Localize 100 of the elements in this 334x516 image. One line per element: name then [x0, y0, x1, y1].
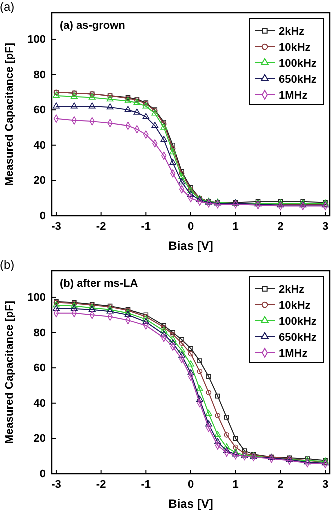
y-tick-label: 0	[40, 210, 46, 223]
point	[198, 358, 202, 364]
point	[188, 190, 194, 197]
x-tick-label: 2	[278, 220, 284, 233]
point	[206, 390, 212, 396]
x-tick-label: -3	[52, 220, 62, 233]
point	[223, 444, 230, 450]
y-tick-label: 20	[34, 433, 46, 446]
point	[188, 369, 194, 376]
legend-label: 1MHz	[279, 348, 308, 360]
point	[179, 355, 185, 364]
point	[216, 394, 220, 399]
point	[178, 352, 186, 358]
x-tick-label: 3	[322, 220, 329, 233]
legend-label: 650kHz	[279, 332, 318, 344]
legend-label: 650kHz	[279, 74, 318, 86]
y-tick-label: 100	[28, 292, 46, 304]
point	[178, 178, 186, 185]
y-tick-label: 40	[34, 398, 46, 410]
legend-label: 1MHz	[279, 90, 308, 102]
y-tick-label: 20	[34, 175, 46, 188]
chart-title: (b)	[0, 258, 15, 272]
x-tick-label: -1	[141, 220, 152, 233]
point	[160, 136, 168, 142]
point	[205, 420, 212, 427]
point	[88, 102, 96, 109]
y-tick-label: 60	[34, 104, 46, 117]
x-tick-label: -3	[52, 478, 62, 491]
point	[160, 124, 168, 130]
chart-title: (a)	[0, 0, 15, 14]
point	[170, 159, 177, 166]
point	[206, 374, 212, 380]
point	[188, 194, 194, 202]
point	[142, 113, 150, 120]
point	[178, 173, 186, 180]
point	[53, 305, 60, 312]
x-tick-label: 0	[188, 478, 194, 491]
point	[224, 432, 230, 438]
x-axis-title: Bias [V]	[168, 497, 214, 511]
point	[180, 337, 184, 342]
point	[70, 92, 78, 100]
point	[106, 104, 114, 110]
point	[178, 346, 186, 353]
point	[214, 438, 222, 444]
point	[54, 309, 60, 318]
x-tick-label: -2	[96, 220, 106, 233]
point	[134, 108, 141, 115]
x-tick-label: 2	[278, 478, 284, 491]
point	[160, 330, 168, 337]
point	[215, 413, 221, 418]
point	[224, 415, 230, 420]
point	[170, 146, 176, 152]
point	[70, 102, 78, 109]
x-tick-label: 3	[322, 478, 329, 491]
point	[233, 436, 238, 442]
x-axis-title: Bias [V]	[168, 239, 214, 253]
point	[170, 336, 177, 342]
legend-label: 100kHz	[279, 316, 318, 328]
y-axis-title: Measured Capacitance [pF]	[4, 42, 16, 186]
point	[197, 198, 203, 206]
point	[170, 148, 177, 155]
x-tick-label: 1	[232, 220, 239, 233]
point	[88, 94, 96, 100]
point	[53, 92, 60, 98]
point	[242, 448, 248, 454]
point	[196, 396, 204, 402]
annotation: (a) as-grown	[60, 20, 126, 32]
point	[188, 351, 194, 357]
y-tick-label: 80	[34, 69, 46, 82]
y-tick-label: 60	[34, 362, 46, 375]
y-tick-label: 40	[34, 140, 46, 152]
point	[188, 360, 194, 367]
legend-label: 2kHz	[279, 284, 306, 296]
x-tick-label: -1	[141, 478, 152, 491]
y-axis-title: Measured Capacitance [pF]	[4, 300, 16, 444]
point	[196, 385, 204, 392]
point	[124, 106, 132, 112]
point	[53, 102, 60, 109]
point	[223, 447, 230, 454]
x-tick-label: 1	[232, 478, 239, 491]
legend-label: 10kHz	[279, 42, 312, 54]
x-tick-label: -2	[96, 478, 106, 491]
point	[106, 96, 114, 102]
legend-label: 2kHz	[279, 26, 306, 38]
y-tick-label: 0	[40, 468, 46, 481]
point	[70, 305, 78, 312]
legend-label: 100kHz	[279, 58, 318, 70]
point	[160, 327, 168, 334]
point	[188, 346, 194, 352]
point	[197, 368, 203, 374]
y-tick-label: 80	[34, 327, 46, 340]
y-tick-label: 100	[28, 34, 46, 46]
point	[142, 318, 150, 324]
point	[233, 444, 238, 450]
point	[205, 410, 212, 416]
x-tick-label: 0	[188, 220, 194, 233]
point	[170, 339, 177, 346]
legend-label: 10kHz	[279, 300, 312, 312]
point	[152, 122, 159, 128]
point	[214, 431, 222, 438]
